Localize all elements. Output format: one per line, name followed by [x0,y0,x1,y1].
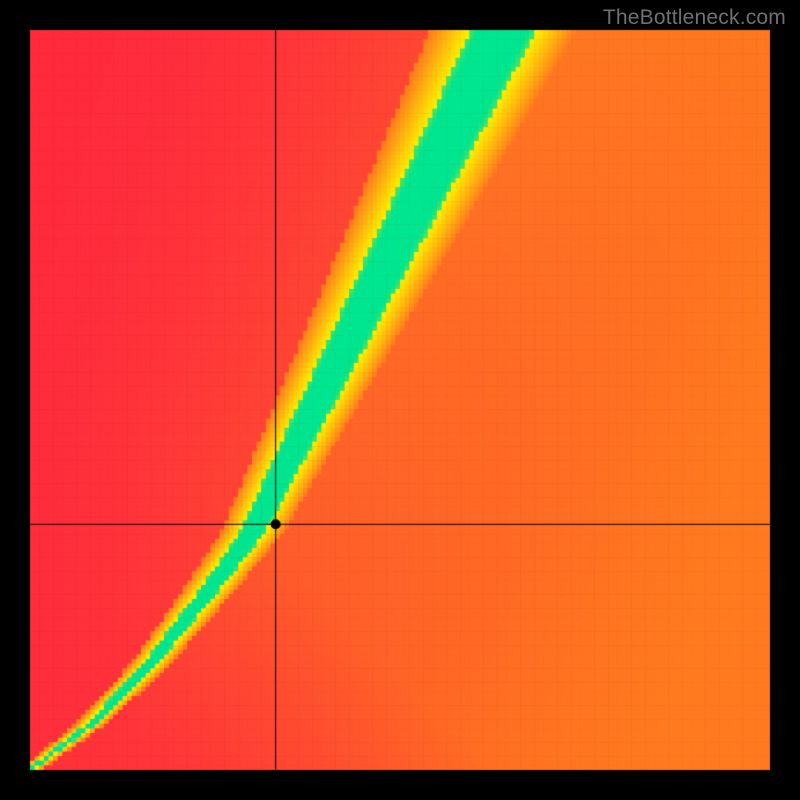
watermark-text: TheBottleneck.com [603,6,786,30]
chart-container: TheBottleneck.com [0,0,800,800]
bottleneck-heatmap [0,0,800,800]
